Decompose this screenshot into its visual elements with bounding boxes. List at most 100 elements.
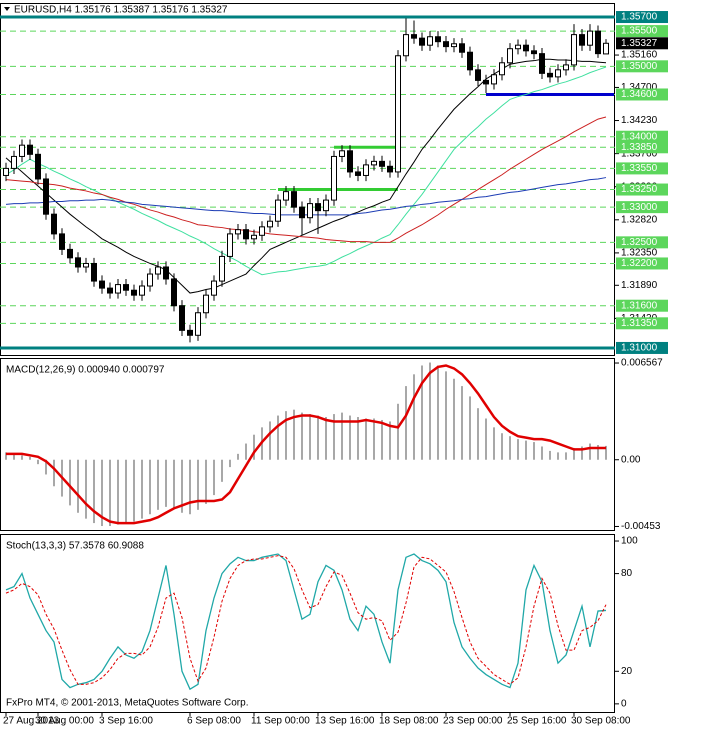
candle-body <box>347 150 353 173</box>
x-tick-label: 6 Sep 08:00 <box>187 716 241 727</box>
macd-bar <box>141 459 143 519</box>
candle-body <box>211 280 217 296</box>
level-label: 1.34600 <box>621 89 658 100</box>
macd-bar <box>525 440 527 460</box>
level-label-box <box>616 183 668 196</box>
candle-body <box>355 171 361 176</box>
candle-body <box>483 79 489 85</box>
macd-bar <box>29 456 31 460</box>
macd-bar <box>205 459 207 504</box>
candle-body <box>467 51 473 71</box>
candle-body <box>547 72 553 78</box>
macd-bar <box>349 415 351 460</box>
candle-body <box>443 41 449 48</box>
candle-body <box>491 74 497 85</box>
candle-body <box>291 191 297 208</box>
bound-label: 1.31000 <box>621 343 658 354</box>
candle-body <box>595 30 601 55</box>
level-label: 1.35500 <box>621 26 658 37</box>
macd-bar <box>45 459 47 475</box>
symbol-menu-icon[interactable] <box>4 7 10 11</box>
candle-body <box>43 178 49 215</box>
macd-bar <box>285 411 287 460</box>
bound-label: 1.35700 <box>621 12 658 23</box>
y-tick-label: 0 <box>621 698 627 709</box>
macd-bar <box>485 418 487 460</box>
moving-average <box>5 116 607 243</box>
candle-body <box>203 294 209 314</box>
level-label-box <box>616 257 668 270</box>
macd-bar <box>429 362 431 460</box>
price-panel-frame <box>0 3 615 356</box>
candle-body <box>163 266 169 280</box>
macd-bar <box>301 412 303 460</box>
x-tick-label: 13 Sep 16:00 <box>315 716 375 727</box>
candle-body <box>555 69 561 78</box>
x-tick-label: 23 Sep 00:00 <box>443 716 503 727</box>
macd-bar <box>581 446 583 460</box>
macd-bar <box>37 459 39 465</box>
x-tick-label: 18 Sep 08:00 <box>379 716 439 727</box>
candle-body <box>419 37 425 46</box>
macd-bar <box>461 386 463 460</box>
macd-bar <box>173 459 175 509</box>
macd-bar <box>253 434 255 460</box>
macd-bar <box>165 459 167 507</box>
macd-bar <box>117 459 119 525</box>
macd-bar <box>5 452 7 460</box>
candle-body <box>315 203 321 212</box>
macd-bar <box>405 386 407 460</box>
macd-bar <box>373 418 375 460</box>
macd-bar <box>381 419 383 460</box>
macd-bar <box>565 452 567 460</box>
macd-bar <box>269 421 271 460</box>
candle-body <box>19 144 25 157</box>
macd-bar <box>277 415 279 460</box>
candle-body <box>243 229 249 240</box>
y-tick-label: 100 <box>621 536 638 547</box>
candle-body <box>371 160 377 166</box>
macd-bar <box>221 459 223 482</box>
level-label: 1.34000 <box>621 131 658 142</box>
candle-body <box>539 53 545 74</box>
candle-body <box>35 153 41 180</box>
macd-bar <box>157 459 159 510</box>
macd-bar <box>413 374 415 460</box>
price-title: EURUSD,H4 1.35176 1.35387 1.35176 1.3532… <box>14 5 228 16</box>
candle-body <box>587 30 593 46</box>
candle-body <box>131 289 137 296</box>
candle-body <box>275 199 281 222</box>
macd-bar <box>533 442 535 460</box>
level-label-box <box>616 25 668 38</box>
macd-bar <box>397 403 399 460</box>
candle-body <box>395 55 401 173</box>
candle-body <box>259 226 265 236</box>
candle-body <box>99 280 105 289</box>
macd-bar <box>93 459 95 524</box>
macd-bar <box>573 447 575 460</box>
macd-bar <box>453 378 455 460</box>
candle-body <box>387 165 393 173</box>
macd-bar <box>437 365 439 460</box>
macd-bar <box>357 417 359 460</box>
level-label-box <box>616 236 668 249</box>
candle-body <box>107 287 113 294</box>
macd-bar <box>445 371 447 460</box>
macd-bar <box>477 408 479 460</box>
candle-body <box>11 155 17 169</box>
stoch-main <box>5 553 607 691</box>
macd-bar <box>469 396 471 460</box>
y-tick-label: 20 <box>621 666 633 677</box>
candle-body <box>571 34 577 66</box>
candle-body <box>579 34 585 46</box>
moving-average <box>5 177 607 216</box>
level-label: 1.32200 <box>621 258 658 269</box>
macd-bar <box>293 409 295 460</box>
level-label-box <box>616 299 668 312</box>
level-label: 1.31600 <box>621 300 658 311</box>
candle-body <box>515 44 521 50</box>
level-label: 1.32500 <box>621 237 658 248</box>
macd-bar <box>421 365 423 460</box>
plot-layer <box>0 15 615 691</box>
bound-label-box <box>616 11 668 24</box>
